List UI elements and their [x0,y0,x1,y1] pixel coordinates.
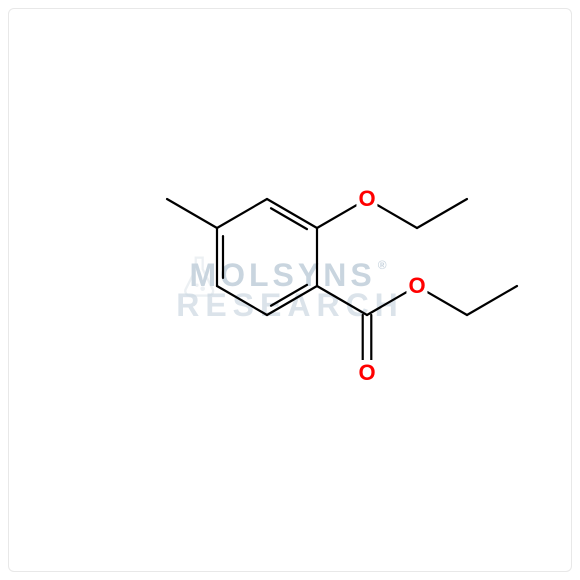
atom-label-O1: O [356,186,377,212]
atom-label-O2: O [356,360,377,386]
atom-label-O3: O [406,273,427,299]
structure-card: MOLSYNS® RESEARCH OOO [8,8,572,572]
molecule-svg [9,9,573,573]
